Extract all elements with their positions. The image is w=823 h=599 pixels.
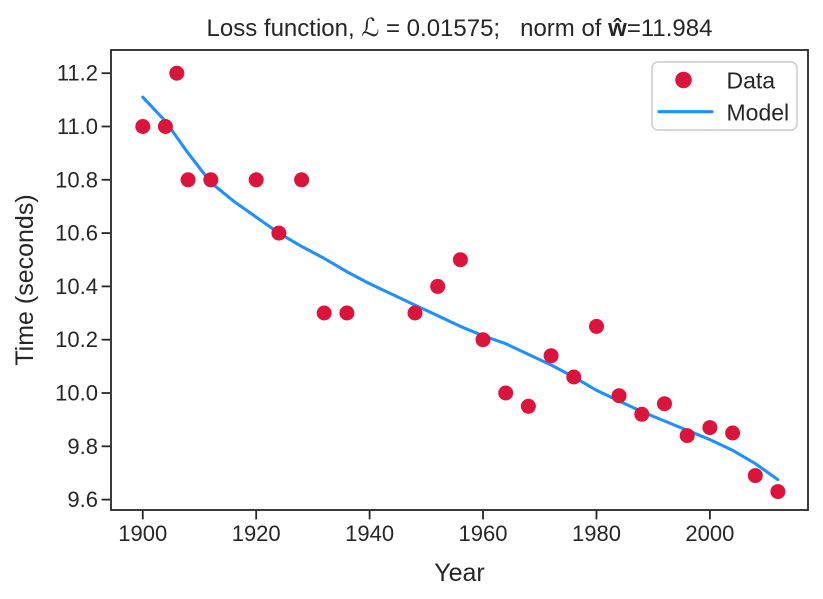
y-axis-label: Time (seconds) [11, 194, 39, 365]
x-tick-label: 1980 [572, 521, 621, 546]
y-tick-label: 10.8 [55, 167, 98, 192]
data-point [339, 305, 355, 321]
x-tick-label: 1940 [345, 521, 394, 546]
legend-label-data: Data [727, 68, 776, 94]
plot-area-spines [110, 49, 809, 511]
x-axis-label: Year [434, 559, 485, 587]
data-point [430, 278, 446, 294]
data-point [634, 406, 650, 422]
y-tick-label: 9.8 [67, 434, 98, 459]
data-point [475, 332, 491, 348]
y-tick-label: 10.0 [55, 381, 98, 406]
data-point [520, 398, 536, 414]
y-tick-label: 11.0 [57, 114, 98, 139]
data-point [316, 305, 332, 321]
y-tick-label: 11.2 [57, 61, 98, 86]
x-tick-label: 1920 [232, 521, 281, 546]
data-point [566, 369, 582, 385]
data-point [611, 388, 627, 404]
y-tick-label: 10.2 [55, 327, 98, 352]
y-tick-label: 9.6 [67, 487, 98, 512]
x-tick-label: 2000 [685, 521, 734, 546]
data-point [543, 348, 559, 364]
data-point [180, 172, 196, 188]
x-tick-label: 1960 [459, 521, 508, 546]
data-point [725, 425, 741, 441]
model-line [141, 95, 780, 482]
data-point [203, 172, 219, 188]
data-point [770, 484, 786, 500]
data-point [157, 119, 173, 134]
data-point [248, 172, 264, 188]
data-point [452, 252, 468, 268]
data-point [135, 119, 151, 134]
legend-label-model: Model [727, 100, 790, 126]
y-tick-label: 10.4 [55, 274, 98, 299]
y-tick-label: 10.6 [55, 221, 98, 246]
data-point [294, 172, 310, 188]
data-point [498, 385, 514, 401]
data-point [169, 65, 185, 81]
data-point [271, 225, 287, 241]
data-point [407, 305, 423, 321]
data-point [589, 318, 604, 334]
data-point [702, 420, 718, 436]
x-tick-label: 1900 [118, 521, 167, 546]
data-point [747, 468, 763, 484]
legend-data-marker [675, 71, 692, 89]
data-point [657, 396, 672, 412]
data-point [679, 428, 695, 444]
